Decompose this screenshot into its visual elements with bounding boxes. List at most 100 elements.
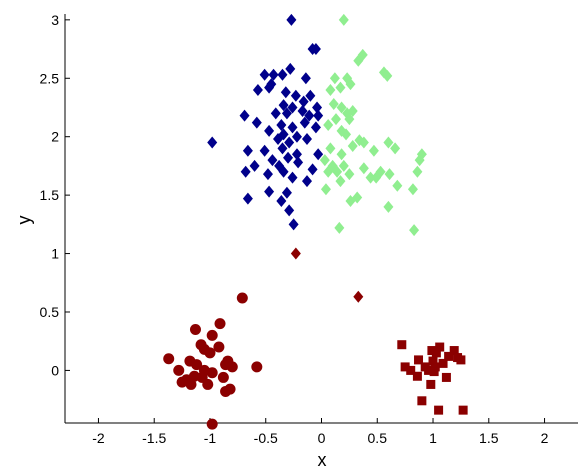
data-point-diamond: [313, 109, 324, 122]
data-point-diamond: [307, 163, 318, 176]
data-point-diamond: [390, 142, 401, 155]
data-point-circle: [189, 324, 201, 336]
data-point-diamond: [284, 204, 295, 217]
data-point-diamond: [332, 165, 343, 178]
data-point-diamond: [329, 72, 340, 85]
data-point-diamond: [291, 130, 302, 143]
data-point-diamond: [268, 68, 279, 81]
data-point-square: [400, 362, 410, 372]
x-tick-label: 1: [429, 430, 437, 446]
data-point-diamond: [335, 175, 346, 188]
data-point-diamond: [276, 194, 287, 207]
data-point-square: [430, 362, 440, 372]
data-point-diamond: [277, 68, 288, 81]
y-tick-label: 1.5: [40, 187, 60, 203]
x-tick-label: -0.5: [254, 430, 278, 446]
data-point-circle: [214, 318, 226, 330]
data-point-diamond: [368, 144, 379, 157]
data-point-circle: [176, 376, 188, 388]
axes: [64, 14, 578, 424]
data-point-diamond: [276, 119, 287, 132]
data-point-diamond: [240, 165, 251, 178]
data-point-diamond: [365, 171, 376, 184]
data-point-diamond: [320, 183, 331, 196]
x-tick-label: -1.5: [142, 430, 166, 446]
data-point-diamond: [353, 290, 364, 303]
data-point-diamond: [371, 171, 382, 184]
data-point-diamond: [304, 109, 315, 122]
data-point-circle: [251, 361, 263, 373]
data-point-diamond: [325, 83, 336, 96]
data-point-diamond: [414, 154, 425, 167]
y-tick-label: 2.5: [40, 70, 60, 86]
data-point-square: [429, 367, 439, 377]
data-point-diamond: [407, 183, 418, 196]
data-point-diamond: [300, 72, 311, 85]
data-point-diamond: [242, 144, 253, 157]
data-point-circle: [206, 367, 218, 379]
data-point-diamond: [358, 136, 369, 149]
x-tick-label: 0.5: [368, 430, 388, 446]
data-point-diamond: [297, 104, 308, 117]
data-point-square: [435, 342, 445, 352]
data-point-diamond: [287, 101, 298, 114]
data-point-square: [406, 365, 416, 375]
data-point-diamond: [312, 101, 323, 114]
y-tick-label: 3: [51, 12, 59, 28]
data-point-diamond: [285, 62, 296, 75]
data-point-diamond: [383, 136, 394, 149]
data-point-diamond: [319, 154, 330, 167]
y-tick-label: 0: [51, 362, 59, 378]
data-point-square: [449, 346, 459, 356]
data-point-diamond: [334, 221, 345, 234]
data-point-diamond: [287, 171, 298, 184]
data-point-circle: [185, 378, 197, 390]
data-point-square: [441, 372, 451, 382]
data-point-diamond: [345, 78, 356, 91]
data-point-diamond: [341, 128, 352, 141]
data-point-diamond: [344, 168, 355, 181]
data-point-diamond: [325, 142, 336, 155]
data-point-diamond: [291, 148, 302, 161]
data-point-diamond: [383, 200, 394, 213]
data-point-diamond: [284, 136, 295, 149]
data-point-diamond: [313, 148, 324, 161]
data-point-diamond: [249, 159, 260, 172]
data-point-diamond: [323, 119, 334, 132]
data-point-diamond: [264, 81, 275, 94]
y-axis-ticks: 0 0.5 1 1.5 2 2.5 3: [40, 12, 70, 378]
data-point-circle: [220, 385, 232, 397]
data-point-diamond: [252, 83, 263, 96]
data-point-diamond: [290, 247, 301, 260]
data-point-diamond: [310, 43, 321, 56]
data-point-diamond: [277, 142, 288, 155]
y-axis-label: y: [14, 216, 34, 225]
data-point-diamond: [302, 133, 313, 146]
data-point-diamond: [251, 116, 262, 129]
data-point-diamond: [305, 89, 316, 102]
data-point-square: [444, 351, 454, 361]
data-point-diamond: [338, 159, 349, 172]
data-point-diamond: [310, 121, 321, 134]
x-tick-label: 1.5: [479, 430, 499, 446]
data-point-square: [397, 340, 407, 350]
data-point-circle: [206, 418, 218, 430]
data-point-diamond: [409, 224, 420, 237]
data-point-square: [426, 379, 436, 389]
y-tick-label: 1: [51, 246, 59, 262]
data-point-circle: [173, 364, 185, 376]
data-point-circle: [202, 378, 214, 390]
data-point-diamond: [330, 113, 341, 126]
data-point-diamond: [278, 99, 289, 112]
data-point-diamond: [392, 179, 403, 192]
data-point-diamond: [264, 185, 275, 198]
data-point-square: [431, 348, 441, 358]
data-point-diamond: [302, 175, 313, 188]
data-point-diamond: [299, 116, 310, 129]
data-point-diamond: [259, 68, 270, 81]
data-point-diamond: [270, 107, 281, 120]
data-point-diamond: [353, 54, 364, 67]
x-axis-ticks: -2 -1.5 -1 -0.5 0 0.5 1 1.5 2: [92, 418, 549, 446]
